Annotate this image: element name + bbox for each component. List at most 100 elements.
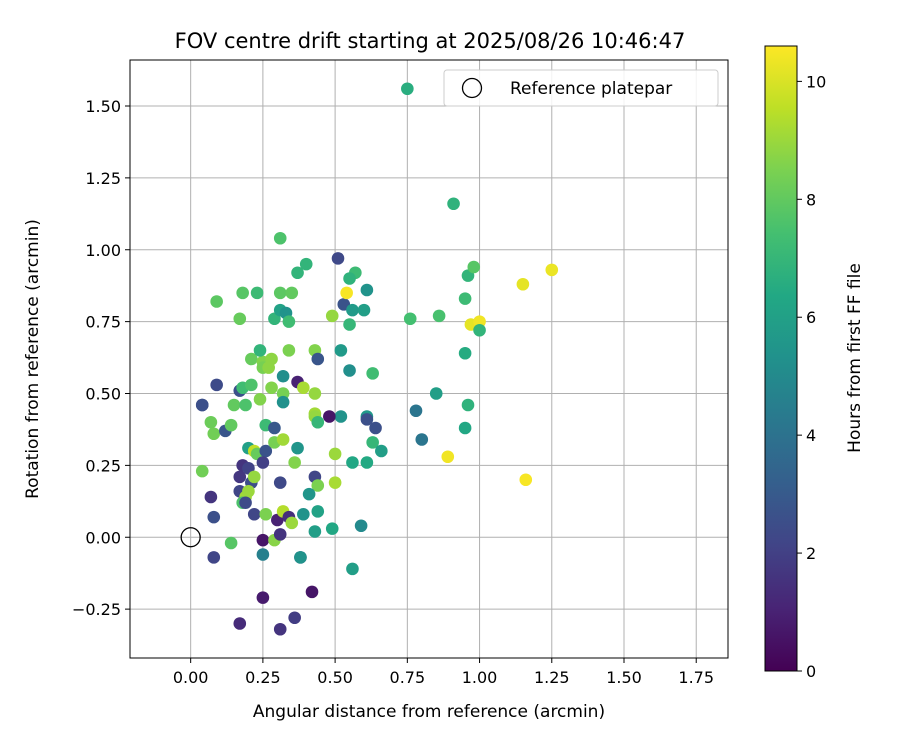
x-tick-label: 0.00 xyxy=(173,668,209,687)
data-point xyxy=(360,283,374,297)
data-point xyxy=(288,611,301,625)
data-point xyxy=(429,387,443,400)
y-tick-label: −0.25 xyxy=(72,600,121,619)
data-point xyxy=(403,312,417,326)
colorbar-tick-label: 2 xyxy=(806,544,816,563)
data-point xyxy=(311,415,325,429)
data-point xyxy=(458,292,472,305)
y-tick-label: 1.00 xyxy=(85,241,121,260)
data-point xyxy=(294,551,307,564)
data-point xyxy=(265,381,278,395)
data-point xyxy=(291,441,304,455)
data-point xyxy=(343,318,356,331)
colorbar-ticks: 0 2 4 6 8 10 xyxy=(797,72,826,681)
colorbar-tick-label: 10 xyxy=(806,72,826,91)
data-point xyxy=(233,470,247,484)
data-point xyxy=(346,303,359,317)
data-point xyxy=(334,410,348,423)
data-point xyxy=(519,473,533,487)
data-point xyxy=(210,378,223,392)
data-point xyxy=(204,490,218,504)
y-tick-label: 1.50 xyxy=(85,97,121,116)
plot-frame xyxy=(129,59,729,659)
data-point xyxy=(473,315,486,328)
x-tick-label: 0.75 xyxy=(390,668,426,687)
data-point xyxy=(343,364,356,377)
x-tick-label: 0.50 xyxy=(317,668,353,687)
y-axis-ticks: −0.25 0.00 0.25 0.50 0.75 1.00 1.25 1.50 xyxy=(72,97,130,619)
data-point xyxy=(366,436,379,449)
data-point xyxy=(256,548,270,561)
data-point xyxy=(256,591,270,604)
reference-platepar-marker xyxy=(180,527,201,548)
data-point xyxy=(285,286,299,300)
data-point xyxy=(273,476,287,489)
x-tick-label: 1.75 xyxy=(678,668,714,687)
data-point xyxy=(328,447,342,461)
data-point xyxy=(409,404,423,418)
y-tick-label: 1.25 xyxy=(85,169,121,188)
data-point xyxy=(273,528,287,541)
data-point xyxy=(227,398,241,412)
grid-lines xyxy=(130,60,728,658)
data-point xyxy=(276,387,290,400)
data-point xyxy=(239,496,252,510)
x-tick-label: 1.25 xyxy=(534,668,570,687)
y-tick-label: 0.00 xyxy=(85,528,121,547)
data-point xyxy=(195,464,209,478)
data-point xyxy=(545,263,559,277)
colorbar: 0 2 4 6 8 10 Hours from first FF file xyxy=(764,45,865,681)
data-point xyxy=(291,266,304,280)
data-point xyxy=(401,82,414,96)
data-point xyxy=(432,309,446,323)
data-point xyxy=(308,525,322,538)
y-tick-label: 0.25 xyxy=(85,456,121,475)
data-point xyxy=(467,260,481,274)
data-point xyxy=(340,286,353,300)
data-point xyxy=(297,381,310,395)
data-point xyxy=(204,415,218,429)
data-point xyxy=(311,352,325,366)
data-point xyxy=(308,387,322,400)
data-point xyxy=(360,456,374,469)
data-point xyxy=(334,344,348,357)
data-point xyxy=(354,519,368,533)
data-point xyxy=(259,507,273,521)
data-point xyxy=(282,315,296,328)
legend-marker xyxy=(461,77,483,99)
data-point xyxy=(325,309,339,323)
data-point xyxy=(276,433,290,446)
data-point xyxy=(302,487,316,501)
data-point xyxy=(288,456,301,469)
data-point xyxy=(375,444,388,458)
data-point xyxy=(195,398,209,412)
colorbar-tick-label: 6 xyxy=(806,308,816,327)
y-tick-label: 0.75 xyxy=(85,313,121,332)
data-point xyxy=(247,507,261,521)
y-axis-label: Rotation from reference (arcmin) xyxy=(23,219,43,499)
data-point xyxy=(247,470,261,484)
x-tick-label: 0.25 xyxy=(245,668,281,687)
data-point xyxy=(357,303,371,317)
data-point xyxy=(311,505,325,518)
data-point xyxy=(447,197,460,211)
data-point xyxy=(259,444,273,458)
data-point xyxy=(256,533,270,547)
data-point xyxy=(207,427,221,441)
data-point xyxy=(458,421,472,435)
data-point xyxy=(346,562,359,576)
data-point xyxy=(343,272,356,285)
data-point xyxy=(299,257,313,271)
data-point xyxy=(207,510,221,524)
data-point xyxy=(245,378,258,392)
data-point xyxy=(250,286,264,300)
data-point xyxy=(346,456,359,469)
colorbar-gradient xyxy=(764,45,798,672)
data-point xyxy=(369,421,382,435)
data-point xyxy=(273,622,287,636)
data-point xyxy=(276,369,290,383)
data-point xyxy=(253,344,267,357)
data-points xyxy=(180,82,559,636)
data-point xyxy=(268,421,281,435)
